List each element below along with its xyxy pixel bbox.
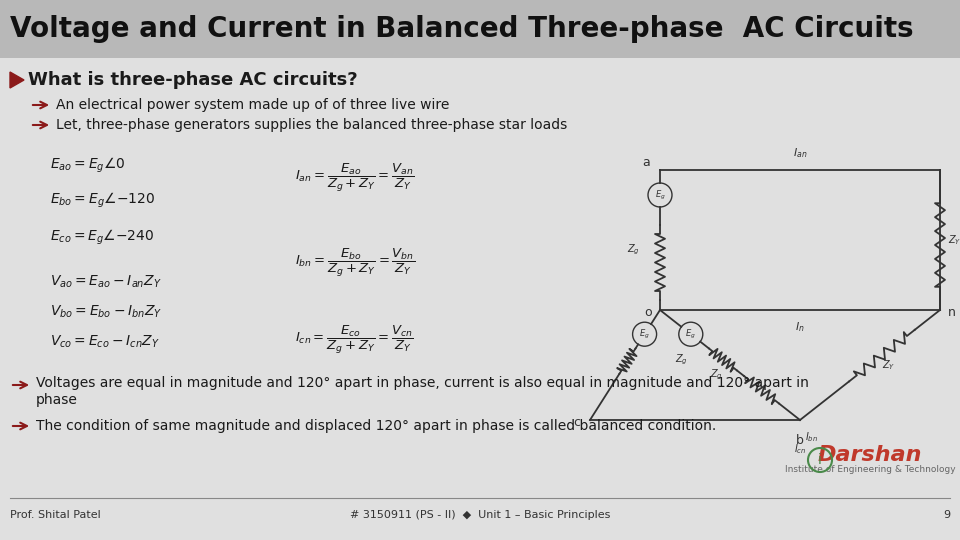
Text: o: o: [644, 307, 652, 320]
Text: n: n: [948, 307, 956, 320]
Text: 9: 9: [943, 510, 950, 520]
Text: $Z_Y$: $Z_Y$: [882, 358, 896, 372]
Text: Voltages are equal in magnitude and 120° apart in phase, current is also equal i: Voltages are equal in magnitude and 120°…: [36, 376, 809, 390]
Text: $Z_g$: $Z_g$: [675, 353, 688, 367]
Text: $V_{co} = E_{co} - I_{cn}Z_Y$: $V_{co} = E_{co} - I_{cn}Z_Y$: [50, 334, 159, 350]
Text: $E_g$: $E_g$: [655, 188, 665, 201]
Text: a: a: [642, 156, 650, 168]
Text: $I_{cn}$: $I_{cn}$: [794, 442, 806, 456]
Text: $E_g$: $E_g$: [685, 328, 696, 341]
Text: ▣: ▣: [748, 18, 772, 42]
Text: $V_{bo} = E_{bo} - I_{bn}Z_Y$: $V_{bo} = E_{bo} - I_{bn}Z_Y$: [50, 304, 162, 320]
Text: $E_{co} = E_g\angle{-240}$: $E_{co} = E_g\angle{-240}$: [50, 227, 155, 247]
Text: An electrical power system made up of of three live wire: An electrical power system made up of of…: [56, 98, 449, 112]
Text: # 3150911 (PS - II)  ◆  Unit 1 – Basic Principles: # 3150911 (PS - II) ◆ Unit 1 – Basic Pri…: [349, 510, 611, 520]
Text: $E_{ao} = E_g\angle{0}$: $E_{ao} = E_g\angle{0}$: [50, 156, 126, 174]
Text: $Z_Y$: $Z_Y$: [948, 233, 960, 247]
Text: Darshan: Darshan: [818, 445, 923, 465]
Text: $I_{cn} = \dfrac{E_{co}}{Z_g + Z_Y} = \dfrac{V_{cn}}{Z_Y}$: $I_{cn} = \dfrac{E_{co}}{Z_g + Z_Y} = \d…: [295, 324, 414, 356]
Text: $E_{bo} = E_g\angle{-120}$: $E_{bo} = E_g\angle{-120}$: [50, 191, 156, 210]
Text: $E_g$: $E_g$: [639, 328, 650, 341]
Text: $I_{an} = \dfrac{E_{ao}}{Z_g + Z_Y} = \dfrac{V_{an}}{Z_Y}$: $I_{an} = \dfrac{E_{ao}}{Z_g + Z_Y} = \d…: [295, 162, 415, 194]
Text: Voltage and Current in Balanced Three-phase  AC Circuits: Voltage and Current in Balanced Three-ph…: [10, 15, 914, 43]
Bar: [0, 0, 960, 58]
Text: $I_{an}$: $I_{an}$: [793, 146, 807, 160]
Text: ▣: ▣: [808, 28, 831, 52]
Text: $V_{ao} = E_{ao} - I_{an}Z_Y$: $V_{ao} = E_{ao} - I_{an}Z_Y$: [50, 274, 161, 290]
Text: $I_n$: $I_n$: [795, 320, 804, 334]
Text: What is three-phase AC circuits?: What is three-phase AC circuits?: [28, 71, 358, 89]
Text: ▣: ▣: [878, 18, 901, 42]
Polygon shape: [10, 72, 24, 88]
Text: b: b: [796, 434, 804, 447]
Text: Institute of Engineering & Technology: Institute of Engineering & Technology: [784, 465, 955, 475]
Text: phase: phase: [36, 393, 78, 407]
Text: i: i: [818, 453, 822, 467]
Text: Prof. Shital Patel: Prof. Shital Patel: [10, 510, 101, 520]
Text: Let, three-phase generators supplies the balanced three-phase star loads: Let, three-phase generators supplies the…: [56, 118, 567, 132]
Text: $I_{bn}$: $I_{bn}$: [805, 430, 818, 444]
Text: $Z_g$: $Z_g$: [627, 243, 640, 257]
Text: $I_{bn} = \dfrac{E_{bo}}{Z_g + Z_Y} = \dfrac{V_{bn}}{Z_Y}$: $I_{bn} = \dfrac{E_{bo}}{Z_g + Z_Y} = \d…: [295, 247, 415, 279]
Text: $Z_g$: $Z_g$: [710, 368, 723, 382]
Text: The condition of same magnitude and displaced 120° apart in phase is called bala: The condition of same magnitude and disp…: [36, 419, 716, 433]
Text: c: c: [573, 416, 580, 429]
